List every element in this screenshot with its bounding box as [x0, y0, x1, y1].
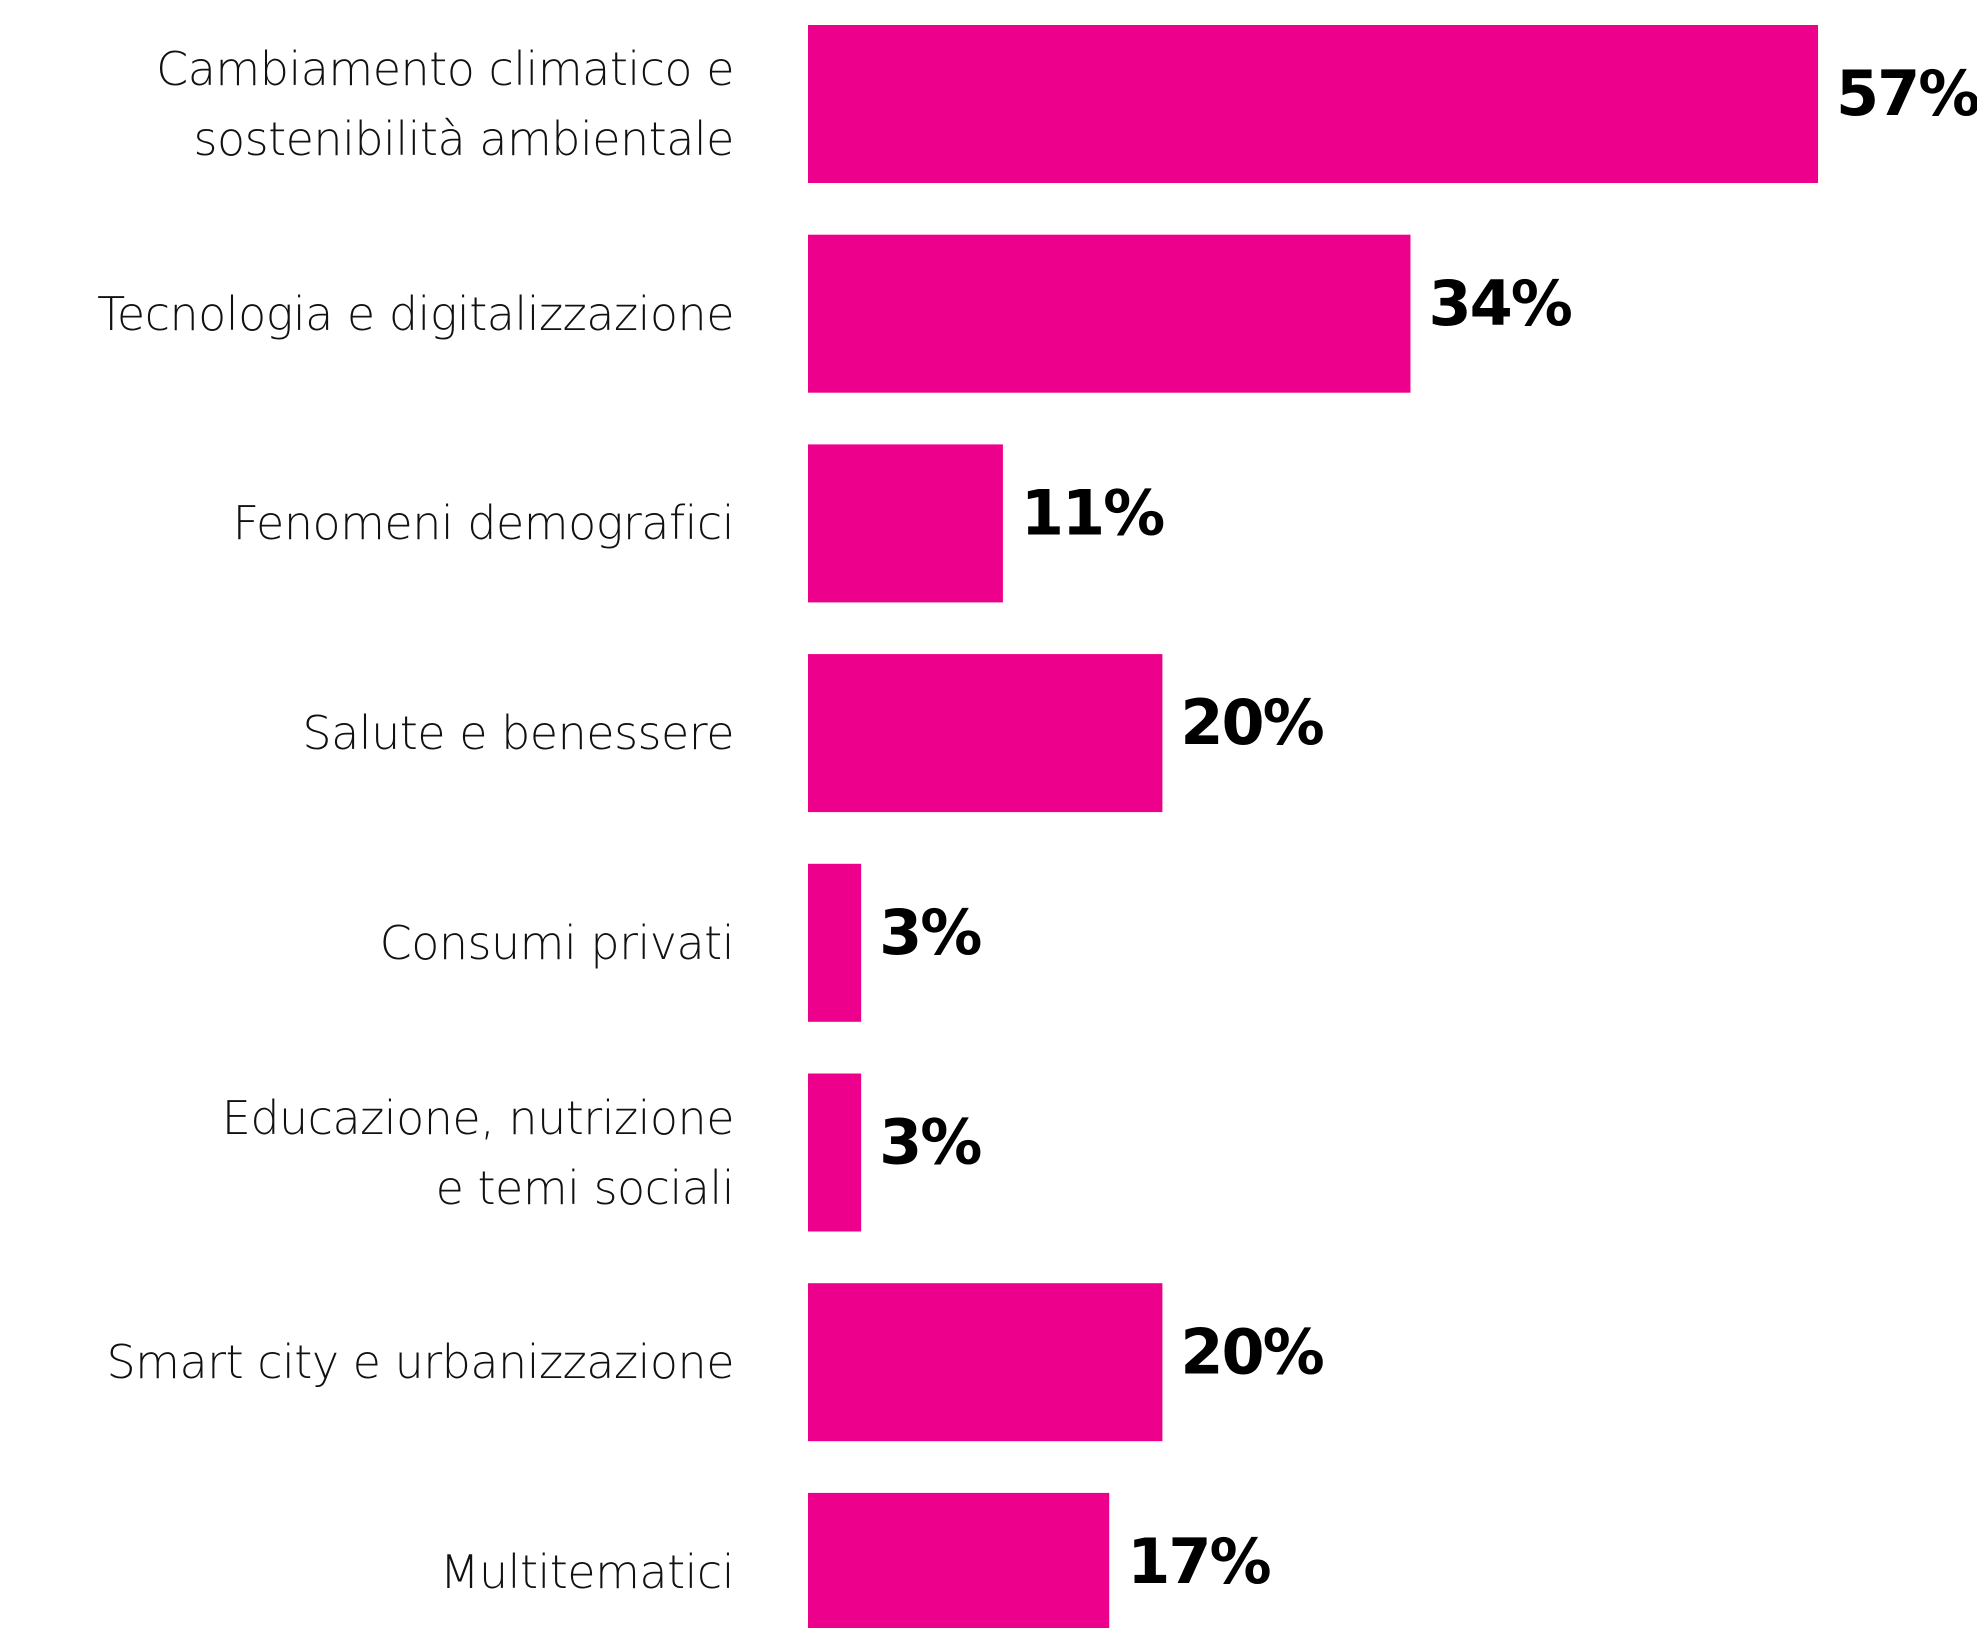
category-label: Fenomeni demografici — [232, 496, 735, 551]
value-label: 17% — [1127, 1525, 1270, 1598]
value-label: 11% — [1021, 476, 1164, 549]
value-label: 34% — [1428, 267, 1571, 340]
bar — [808, 1283, 1163, 1442]
bar — [808, 1492, 1110, 1651]
bar — [808, 863, 862, 1022]
bar — [808, 654, 1163, 813]
category-label: Smart city e urbanizzazione — [106, 1335, 734, 1390]
value-label: 3% — [879, 1106, 981, 1179]
value-label: 20% — [1180, 686, 1323, 759]
category-label: Cambiamento climatico e sostenibilità am… — [156, 42, 734, 166]
bar — [808, 234, 1411, 393]
value-label: 20% — [1180, 1315, 1323, 1388]
bar — [808, 444, 1003, 603]
category-label: Consumi privati — [379, 915, 735, 970]
category-label: Educazione, nutrizione e temi sociali — [221, 1090, 735, 1215]
bar — [808, 1073, 862, 1232]
category-label: Salute e benessere — [302, 706, 734, 761]
value-label: 3% — [879, 896, 981, 969]
bar — [808, 25, 1819, 183]
category-label: Multitematici — [439, 1544, 735, 1599]
value-label: 57% — [1836, 57, 1977, 130]
category-label: Tecnologia e digitalizzazione — [97, 286, 734, 341]
